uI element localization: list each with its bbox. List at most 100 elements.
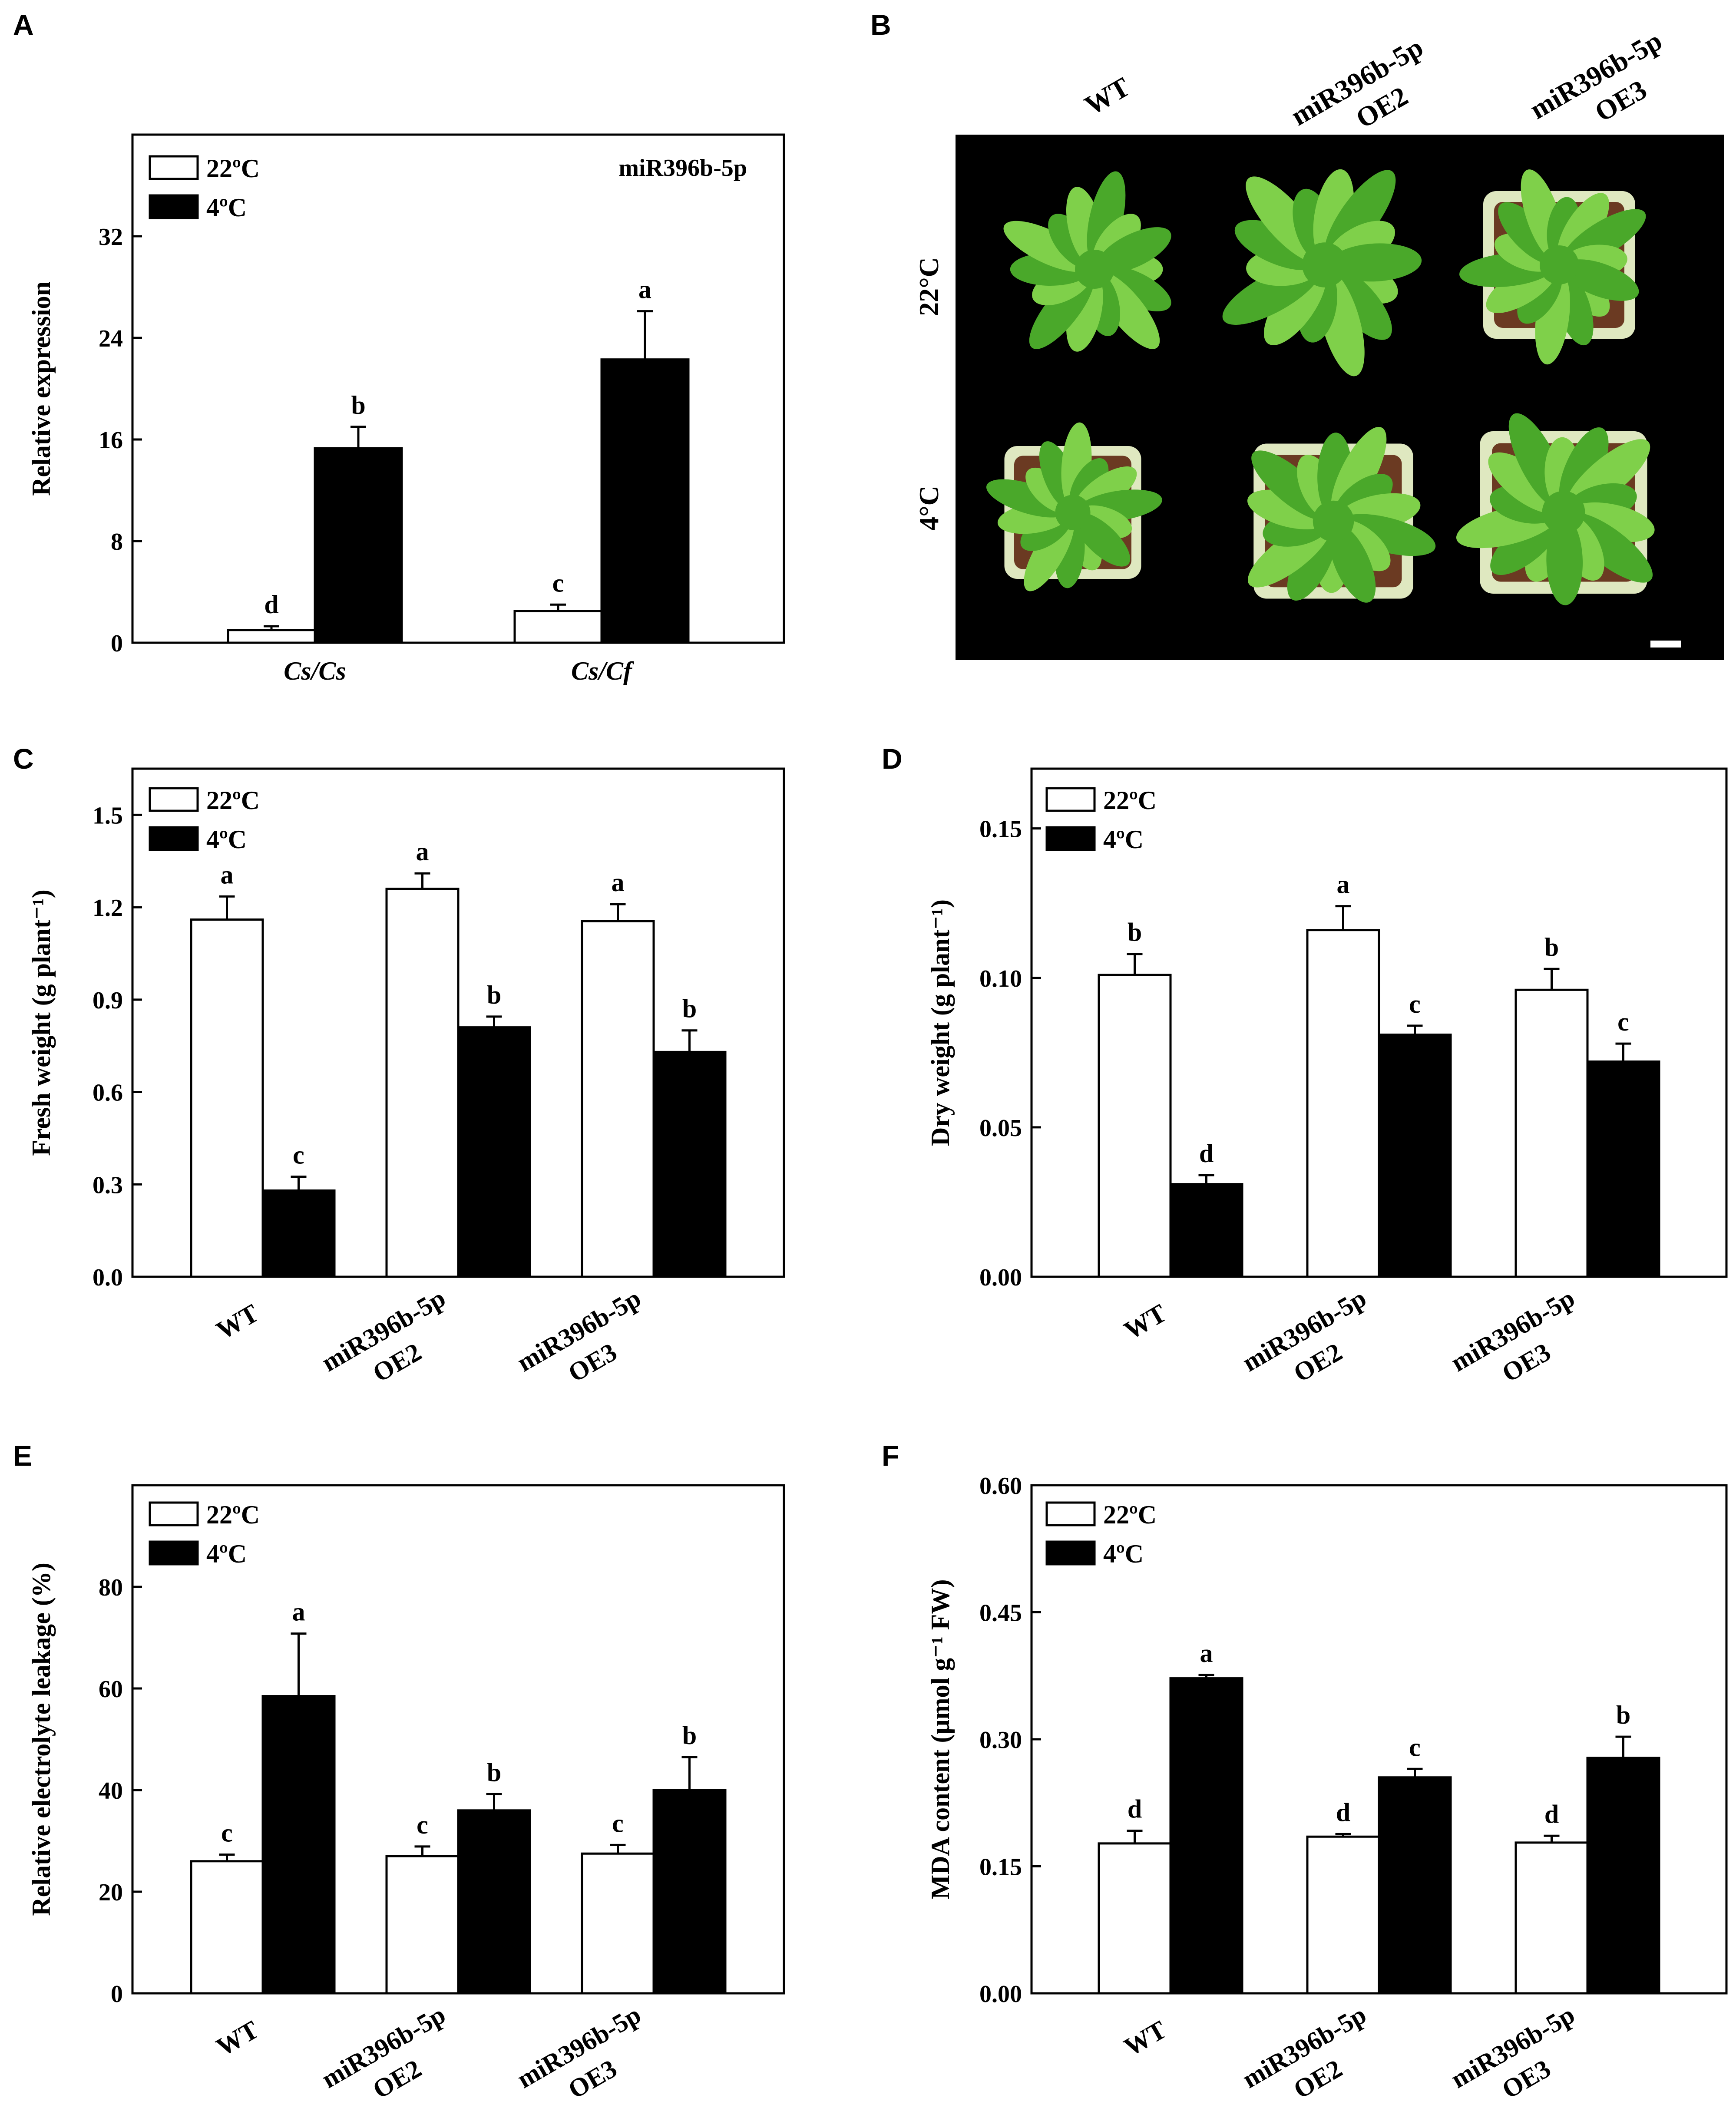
y-tick-label: 1.5: [93, 802, 123, 829]
plant-pot-3: [1459, 169, 1646, 365]
significance-label: b: [682, 1721, 697, 1750]
significance-label: a: [292, 1598, 305, 1626]
bar-cold: [1378, 1034, 1452, 1278]
panel-b-photo: B WT miR396b-5p OE2 miR396b-5p OE3 22°C …: [870, 9, 1724, 660]
significance-label: d: [1128, 1795, 1142, 1824]
y-tick-label: 20: [99, 1879, 123, 1906]
legend-swatch-cold: [1045, 1540, 1096, 1566]
y-tick-label: 8: [111, 529, 123, 555]
leaf: [1329, 524, 1376, 603]
plant-rosettes: [986, 169, 1655, 605]
x-category-label: Cs/Cs: [284, 657, 346, 685]
y-axis-label-group: MDA content (μmol g⁻¹ FW): [926, 1579, 955, 1900]
legend-swatch-cold: [149, 194, 199, 219]
bar-cold: [457, 1809, 531, 1995]
leaf: [1097, 227, 1171, 273]
legend-swatch-warm: [1045, 787, 1096, 812]
significance-label: c: [1409, 990, 1421, 1018]
bar-warm: [227, 629, 316, 644]
bar-warm: [385, 888, 460, 1278]
significance-label: b: [487, 981, 501, 1009]
y-tick-label: 0.05: [979, 1115, 1022, 1142]
significance-label: c: [293, 1141, 304, 1170]
significance-label: a: [1200, 1639, 1213, 1668]
bar-warm: [190, 1860, 264, 1995]
significance-label: c: [221, 1819, 233, 1847]
leaf: [1097, 265, 1171, 311]
significance-label: c: [1409, 1733, 1421, 1761]
panel-letter-c: C: [13, 743, 34, 775]
y-axis-label-group: Relative expression: [27, 281, 56, 496]
significance-label: c: [417, 1810, 428, 1839]
leaf: [1562, 259, 1639, 301]
y-tick-label: 0.9: [93, 987, 123, 1014]
bar-cold: [1586, 1060, 1660, 1278]
rosette-center: [1302, 242, 1347, 287]
panel-a-chart: A 0 8 16 24 32 Relative expression d b Cs/Cs c a Cs/…: [13, 9, 785, 685]
plant-pot-6: [1456, 413, 1655, 605]
bar-warm: [1306, 929, 1380, 1278]
bar-cold: [261, 1189, 336, 1278]
bar-warm: [385, 1855, 460, 1995]
significance-label: a: [1337, 870, 1350, 899]
significance-label: c: [552, 568, 564, 597]
significance-label: d: [264, 590, 278, 619]
significance-label: b: [682, 994, 697, 1023]
significance-label: d: [1336, 1798, 1350, 1827]
bar-warm: [581, 920, 655, 1278]
y-tick-label: 0.45: [979, 1600, 1022, 1627]
leaf: [1073, 512, 1131, 567]
legend-label: 4ºC: [206, 825, 247, 854]
bar-cold: [1378, 1776, 1452, 1995]
bar-warm: [513, 610, 603, 644]
panel-letter-f: F: [882, 1440, 899, 1472]
legend-label: 22ºC: [1103, 786, 1157, 815]
significance-label: b: [487, 1758, 501, 1787]
plant-pot-4: [986, 422, 1162, 591]
panel-letter-d: D: [882, 743, 903, 775]
bar-warm: [1514, 988, 1589, 1278]
leaf: [1329, 243, 1422, 282]
y-axis-label-group: Dry weight (g plant⁻¹): [926, 899, 955, 1146]
plant-pot-2: [1222, 169, 1422, 377]
y-axis-label-group: Relative electrolyte leakage (%): [27, 1563, 56, 1916]
legend-label: 4ºC: [1103, 825, 1144, 854]
y-axis-label: Dry weight (g plant⁻¹): [926, 899, 955, 1146]
legend-label: 4ºC: [206, 193, 247, 222]
plant-pot-1: [1003, 171, 1171, 352]
svg-text:22°C: 22°C: [913, 257, 944, 316]
bar-cold: [1586, 1757, 1660, 1995]
y-tick-label: 0.15: [979, 816, 1022, 843]
legend-swatch-warm: [149, 787, 199, 812]
panel-letter-e: E: [13, 1440, 32, 1472]
bar-warm: [1514, 1841, 1589, 1995]
x-category-label: Cs/Cf: [571, 657, 634, 685]
legend-label: 22ºC: [1103, 1500, 1157, 1529]
bar-cold: [1169, 1183, 1243, 1278]
bar-warm: [581, 1852, 655, 1995]
significance-label: b: [1128, 918, 1142, 947]
scale-bar: [1650, 641, 1681, 648]
leaf: [1546, 517, 1583, 605]
bar-warm: [190, 918, 264, 1278]
plant-pot-5: [1247, 427, 1436, 603]
chart-title: miR396b-5p: [618, 155, 747, 182]
y-tick-label: 40: [99, 1777, 123, 1804]
plot-frame: [131, 133, 785, 644]
significance-label: a: [612, 868, 625, 897]
legend-label: 4ºC: [1103, 1540, 1144, 1568]
y-tick-label: 16: [99, 427, 123, 454]
bar-cold: [314, 447, 403, 644]
significance-label: c: [612, 1809, 624, 1837]
significance-label: d: [1544, 1800, 1559, 1828]
significance-label: a: [221, 860, 234, 889]
y-tick-label: 24: [99, 325, 123, 352]
bar-warm: [1098, 1842, 1172, 1995]
legend-swatch-cold: [149, 826, 199, 851]
legend-swatch-cold: [1045, 826, 1096, 851]
legend-label: 22ºC: [206, 786, 260, 815]
rosette-center: [1313, 500, 1354, 542]
y-tick-label: 0.00: [979, 1981, 1022, 2008]
significance-label: a: [638, 275, 651, 304]
y-tick-label: 0: [111, 630, 123, 657]
